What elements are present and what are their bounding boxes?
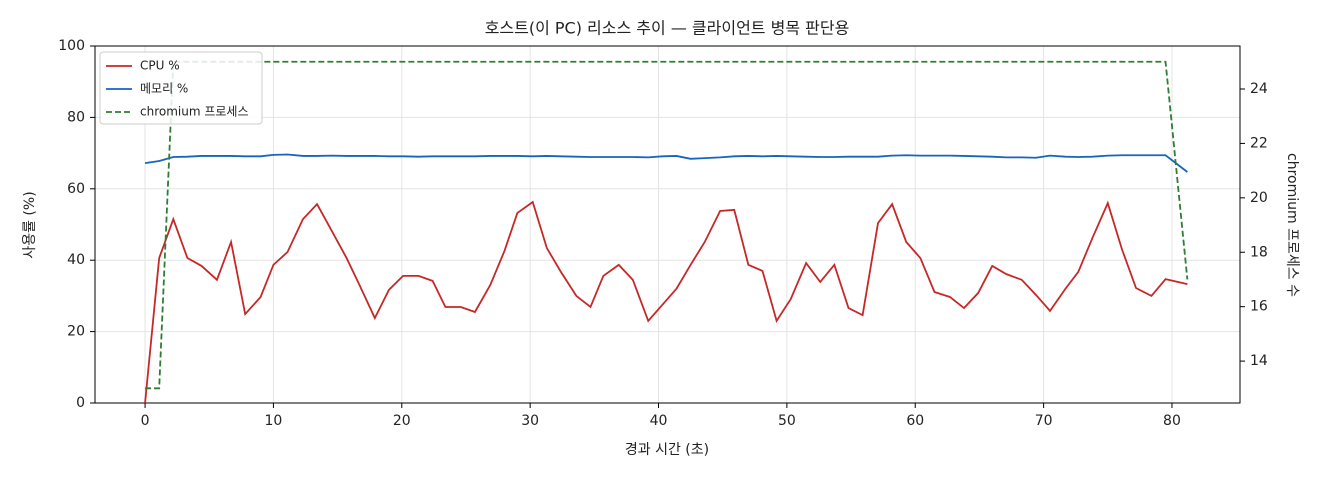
- y-tick-label: 100: [58, 38, 85, 54]
- x-tick-label: 20: [393, 413, 411, 429]
- plot-frame: [94, 45, 1241, 404]
- y-axis-label: 사용률 (%): [22, 191, 38, 258]
- y2-tick-label: 20: [1250, 190, 1268, 206]
- y-tick-label: 60: [67, 181, 85, 197]
- data-line: [145, 60, 1189, 390]
- x-axis-label: 경과 시간 (초): [625, 442, 709, 458]
- x-tick-label: 70: [1035, 413, 1053, 429]
- legend: CPU % 메모리 % chromium 프로세스: [99, 51, 263, 125]
- y2-axis-label: chromium 프로세스 수: [1284, 153, 1300, 297]
- legend-label: CPU %: [140, 59, 180, 73]
- x-tick-label: 10: [265, 413, 283, 429]
- y2-tick-label: 22: [1250, 135, 1268, 151]
- y-tick-label: 40: [67, 252, 85, 268]
- x-tick-label: 30: [521, 413, 539, 429]
- y-tick-label: 80: [67, 109, 85, 125]
- x-tick-label: 60: [906, 413, 924, 429]
- y-tick-label: 0: [76, 395, 85, 411]
- y2-tick-label: 14: [1250, 353, 1268, 369]
- legend-label: 메모리 %: [140, 82, 188, 96]
- data-line: [144, 200, 1188, 404]
- x-tick-label: 40: [650, 413, 668, 429]
- y2-tick-label: 18: [1250, 244, 1268, 260]
- y2-tick-label: 24: [1250, 81, 1268, 97]
- legend-box: [99, 51, 263, 125]
- x-tick-label: 50: [778, 413, 796, 429]
- chart-title: 호스트(이 PC) 리소스 추이 — 클라이언트 병목 판단용: [485, 19, 850, 38]
- legend-label: chromium 프로세스: [140, 105, 249, 119]
- data-line: [144, 153, 1188, 173]
- y2-tick-label: 16: [1250, 299, 1268, 315]
- y-tick-label: 20: [67, 324, 85, 340]
- x-tick-label: 80: [1163, 413, 1181, 429]
- x-tick-label: 0: [141, 413, 150, 429]
